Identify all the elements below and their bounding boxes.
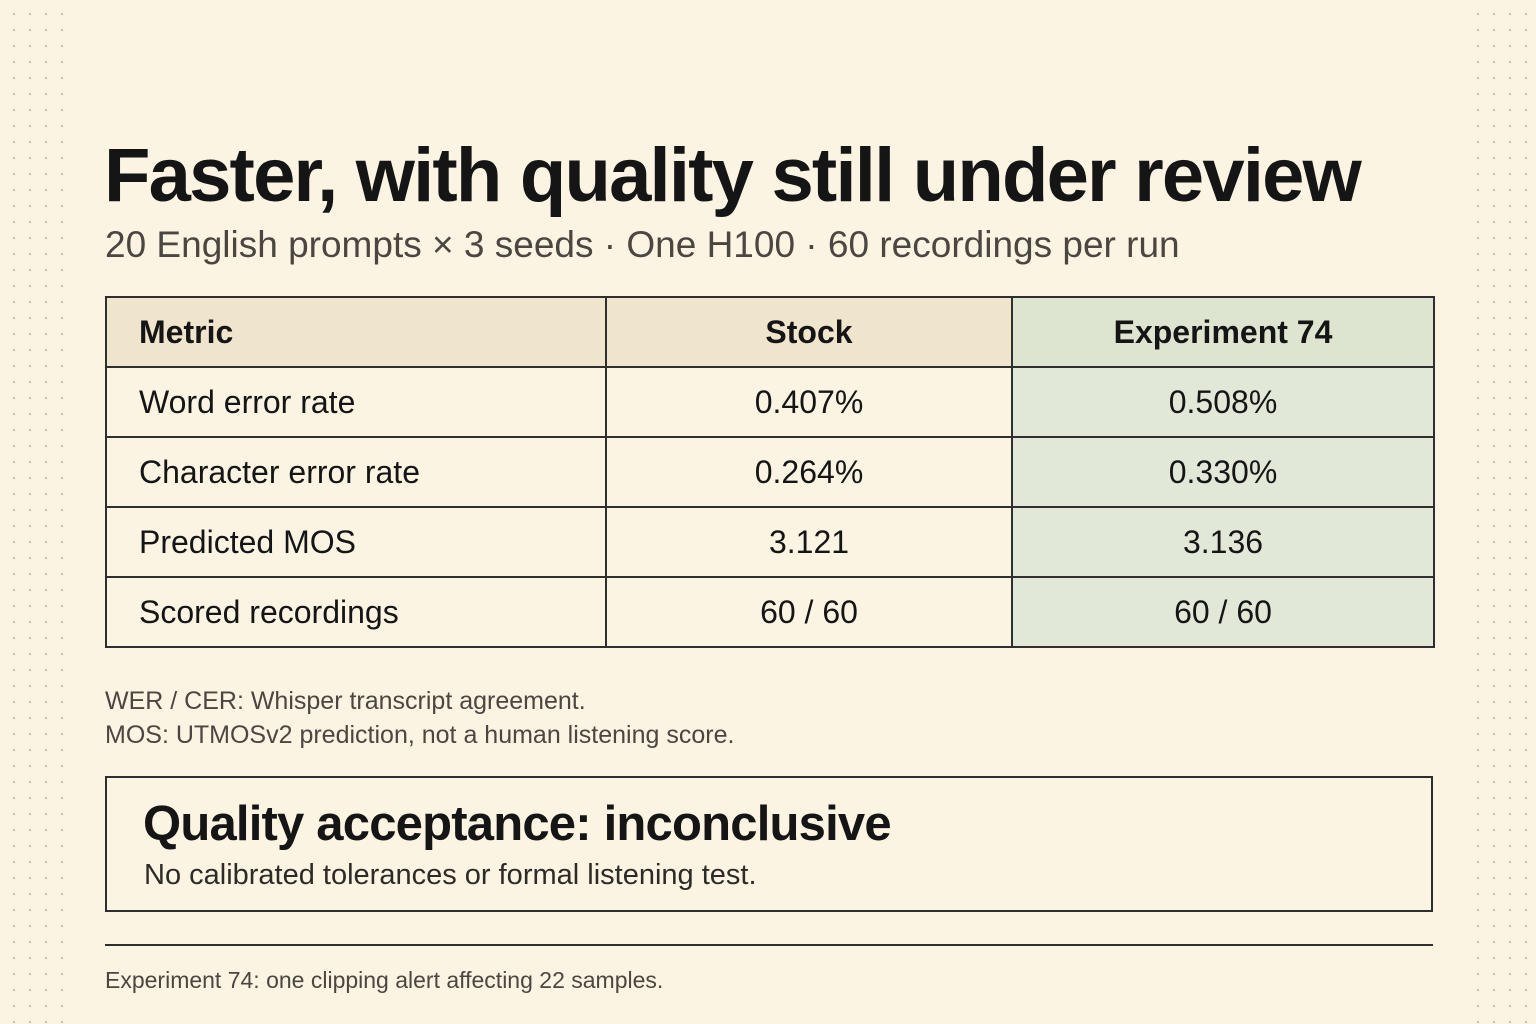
metrics-table: Metric Stock Experiment 74 Word error ra… [105,296,1435,648]
verdict-box: Quality acceptance: inconclusive No cali… [105,776,1433,912]
metric-name: Predicted MOS [105,506,607,578]
header-metric: Metric [105,296,607,368]
table-header-row: Metric Stock Experiment 74 [105,296,1435,368]
metric-name: Character error rate [105,436,607,508]
stock-value: 0.264% [605,436,1013,508]
page-subtitle: 20 English prompts × 3 seeds · One H100 … [105,224,1180,265]
table-row: Character error rate 0.264% 0.330% [105,436,1435,508]
note-wer-cer: WER / CER: Whisper transcript agreement. [105,687,586,715]
footer-divider [105,944,1433,946]
verdict-title: Quality acceptance: inconclusive [143,797,892,851]
method-notes: WER / CER: Whisper transcript agreement.… [105,684,734,752]
experiment-value: 0.508% [1011,366,1435,438]
experiment-value: 3.136 [1011,506,1435,578]
experiment-value: 0.330% [1011,436,1435,508]
experiment-value: 60 / 60 [1011,576,1435,648]
table-row: Word error rate 0.407% 0.508% [105,366,1435,438]
table-row: Scored recordings 60 / 60 60 / 60 [105,576,1435,648]
page-title: Faster, with quality still under review [104,133,1362,218]
dot-grid-right [1464,0,1536,1024]
footnote: Experiment 74: one clipping alert affect… [105,967,664,993]
header-stock: Stock [605,296,1013,368]
metric-name: Word error rate [105,366,607,438]
stock-value: 3.121 [605,506,1013,578]
table-row: Predicted MOS 3.121 3.136 [105,506,1435,578]
metric-name: Scored recordings [105,576,607,648]
verdict-detail: No calibrated tolerances or formal liste… [144,859,757,891]
note-mos: MOS: UTMOSv2 prediction, not a human lis… [105,721,735,749]
stock-value: 60 / 60 [605,576,1013,648]
dot-grid-left [0,0,72,1024]
stock-value: 0.407% [605,366,1013,438]
header-experiment: Experiment 74 [1011,296,1435,368]
